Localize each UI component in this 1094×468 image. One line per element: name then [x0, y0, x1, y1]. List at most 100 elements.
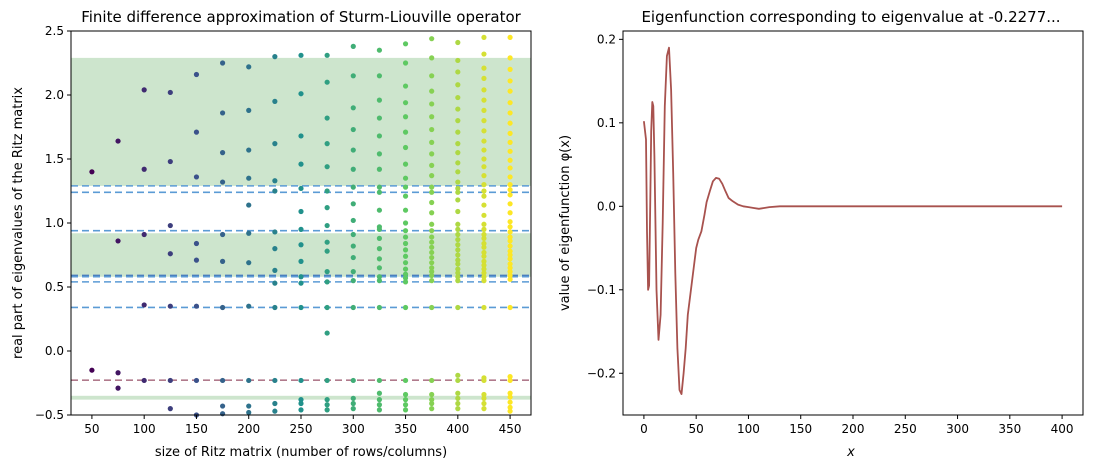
shaded-band: [71, 233, 531, 277]
x-tick-label: 300: [342, 422, 365, 436]
eigenvalue-point: [141, 231, 147, 238]
eigenvalue-point: [481, 235, 487, 241]
left-y-axis-label: real part of eigenvalues of the Ritz mat…: [11, 87, 26, 359]
eigenvalue-point: [324, 269, 330, 275]
eigenvalue-point: [193, 240, 200, 247]
eigenvalue-point: [481, 226, 487, 232]
eigenvalue-point: [298, 226, 304, 232]
eigenvalue-point: [246, 202, 252, 208]
eigenvalue-point: [376, 166, 383, 172]
eigenvalue-point: [272, 246, 278, 252]
eigenvalue-point: [376, 133, 383, 139]
eigenvalue-point: [455, 189, 461, 195]
eigenvalue-point: [481, 147, 487, 153]
eigenvalue-point: [324, 304, 330, 311]
eigenvalue-point: [429, 406, 435, 412]
eigenvalue-point: [219, 231, 226, 238]
eigenvalue-point: [507, 66, 513, 72]
eigenvalue-point: [324, 79, 330, 85]
eigenvalue-point: [481, 107, 487, 113]
eigenvalue-point: [481, 65, 487, 71]
eigenvalue-point: [402, 260, 409, 266]
left-x-axis-label: size of Ritz matrix (number of rows/colu…: [155, 445, 447, 460]
y-tick-label: −0.2: [587, 366, 616, 380]
eigenvalue-point: [455, 278, 461, 284]
eigenvalue-point: [402, 377, 409, 384]
eigenvalue-point: [298, 274, 304, 280]
eigenvalue-point: [507, 374, 513, 380]
eigenvalue-point: [272, 141, 278, 147]
eigenvalue-point: [193, 129, 200, 135]
eigenvalue-point: [298, 52, 304, 58]
eigenvalue-point: [481, 193, 487, 199]
eigenvalue-point: [376, 235, 383, 241]
eigenvalue-point: [324, 402, 330, 408]
eigenvalue-point: [429, 397, 435, 403]
y-tick-label: 2.0: [45, 88, 64, 102]
eigenvalue-point: [272, 98, 278, 104]
eigenvalue-point: [455, 118, 461, 124]
eigenvalue-point: [455, 252, 461, 258]
eigenvalue-point: [455, 129, 461, 135]
eigenvalue-point: [376, 265, 383, 271]
eigenvalue-point: [193, 257, 200, 263]
eigenvalue-point: [246, 107, 252, 113]
eigenvalue-point: [89, 169, 95, 175]
eigenvalue-point: [115, 238, 121, 244]
eigenvalue-point: [481, 164, 487, 170]
eigenvalue-point: [324, 397, 330, 403]
eigenvalue-point: [350, 147, 356, 153]
eigenvalue-point: [376, 47, 383, 53]
eigenvalue-point: [507, 238, 513, 244]
eigenvalue-point: [481, 188, 487, 194]
eigenvalue-point: [324, 188, 330, 194]
eigenvalue-point: [324, 205, 330, 211]
right-x-axis-ticks: 0 50 100 150 200 250 300 350 400: [640, 415, 1074, 436]
eigenvalue-point: [402, 391, 409, 398]
eigenvalue-point: [298, 407, 304, 413]
x-tick-label: 150: [789, 422, 812, 436]
y-tick-label: 0.5: [45, 280, 64, 294]
eigenvalue-point: [350, 304, 356, 311]
eigenvalue-point: [507, 261, 513, 267]
right-chart-panel: Eigenfunction corresponding to eigenvalu…: [558, 8, 1084, 460]
left-plot-frame: [70, 30, 532, 416]
eigenvalue-point: [455, 150, 461, 156]
eigenfunction-line: [643, 46, 1063, 396]
eigenvalue-point: [481, 212, 487, 218]
eigenvalue-point: [455, 406, 461, 412]
eigenvalue-point: [507, 182, 513, 188]
eigenvalue-point: [324, 407, 330, 413]
eigenvalue-point: [402, 207, 409, 213]
eigenvalue-point: [507, 187, 513, 193]
eigenvalue-point: [402, 279, 409, 285]
eigenvalue-point: [324, 52, 330, 58]
eigenvalue-point: [507, 248, 513, 254]
eigenvalue-point: [402, 161, 409, 167]
eigenvalue-point: [455, 257, 461, 263]
eigenvalue-point: [402, 253, 409, 259]
eigenvalue-point: [481, 258, 487, 264]
eigenvalue-point: [167, 406, 173, 412]
eigenvalue-point: [89, 367, 95, 373]
eigenvalue-point: [429, 55, 435, 61]
eigenvalue-point: [481, 202, 487, 208]
eigenvalue-point: [481, 51, 487, 57]
x-tick-label: 400: [446, 422, 469, 436]
eigenvalue-point: [481, 182, 487, 188]
eigenvalue-point: [324, 164, 330, 170]
eigenvalue-point: [455, 82, 461, 88]
eigenvalue-point: [219, 150, 226, 156]
eigenvalue-point: [167, 303, 173, 309]
y-tick-label: 1.0: [45, 216, 64, 230]
eigenvalue-point: [455, 106, 461, 112]
eigenvalue-point: [507, 201, 513, 207]
eigenvalue-point: [429, 221, 435, 227]
eigenvalue-point: [402, 304, 409, 311]
eigenvalue-point: [455, 185, 461, 192]
eigenvalue-point: [481, 221, 487, 227]
eigenvalue-point: [507, 256, 513, 262]
eigenvalue-point: [402, 228, 409, 234]
eigenvalue-point: [455, 372, 461, 378]
